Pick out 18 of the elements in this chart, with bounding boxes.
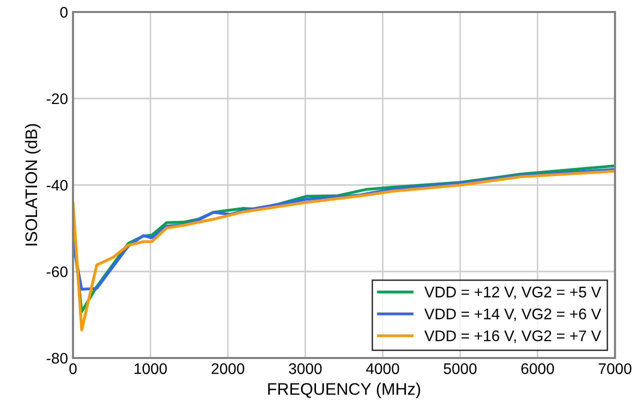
x-tick-label: 1000: [134, 363, 167, 374]
x-tick-label: 3000: [288, 363, 322, 374]
y-tick-label: -60: [46, 266, 68, 278]
legend-label: VDD = +16 V, VG2 = +7 V: [424, 330, 602, 344]
x-tick-label: 2000: [212, 363, 244, 374]
x-tick-label: 5000: [444, 363, 477, 374]
legend-label: VDD = +14 V, VG2 = +6 V: [424, 308, 602, 322]
y-tick-label: 0: [60, 6, 68, 18]
y-tick-label: -80: [46, 352, 68, 364]
x-tick-label: 6000: [521, 363, 554, 374]
y-tick-label: -20: [46, 93, 68, 104]
x-tick-label: 4000: [366, 363, 400, 374]
legend-label: VDD = +12 V, VG2 = +5 V: [424, 286, 602, 300]
y-tick-label: -40: [46, 180, 68, 191]
x-tick-label: 0: [69, 363, 77, 374]
x-tick-label: 7000: [598, 363, 632, 374]
y-axis-title: ISOLATION (dB): [24, 124, 40, 246]
x-axis-title: FREQUENCY (MHz): [268, 382, 420, 398]
